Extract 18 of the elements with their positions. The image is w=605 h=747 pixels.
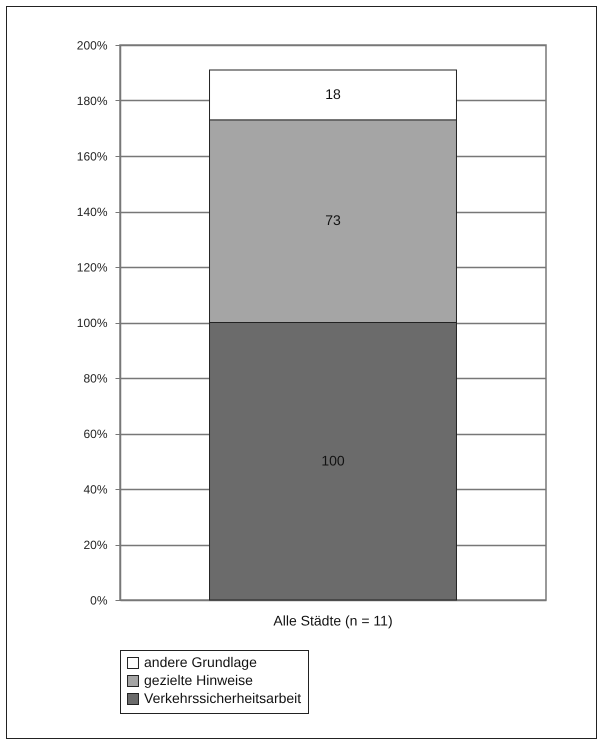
y-tick-label: 100% xyxy=(76,316,108,330)
x-tick-label: Alle Städte (n = 11) xyxy=(273,612,393,628)
y-tick-label: 20% xyxy=(83,538,108,552)
legend-label: andere Grundlage xyxy=(144,654,258,670)
data-label: 73 xyxy=(325,212,341,228)
data-label: 18 xyxy=(325,86,341,102)
y-tick-label: 140% xyxy=(76,205,108,219)
y-tick-label: 80% xyxy=(83,372,108,386)
y-tick-label: 160% xyxy=(76,150,108,164)
y-tick-label: 40% xyxy=(83,482,108,496)
y-tick-label: 180% xyxy=(76,94,108,108)
legend-label: gezielte Hinweise xyxy=(144,672,254,688)
y-tick-label: 60% xyxy=(83,427,108,441)
legend-label: Verkehrssicherheitsarbeit xyxy=(144,690,302,706)
y-tick-label: 120% xyxy=(76,260,108,274)
y-tick-label: 200% xyxy=(76,38,108,52)
y-tick-label: 0% xyxy=(90,594,108,608)
data-label: 100 xyxy=(321,452,345,468)
